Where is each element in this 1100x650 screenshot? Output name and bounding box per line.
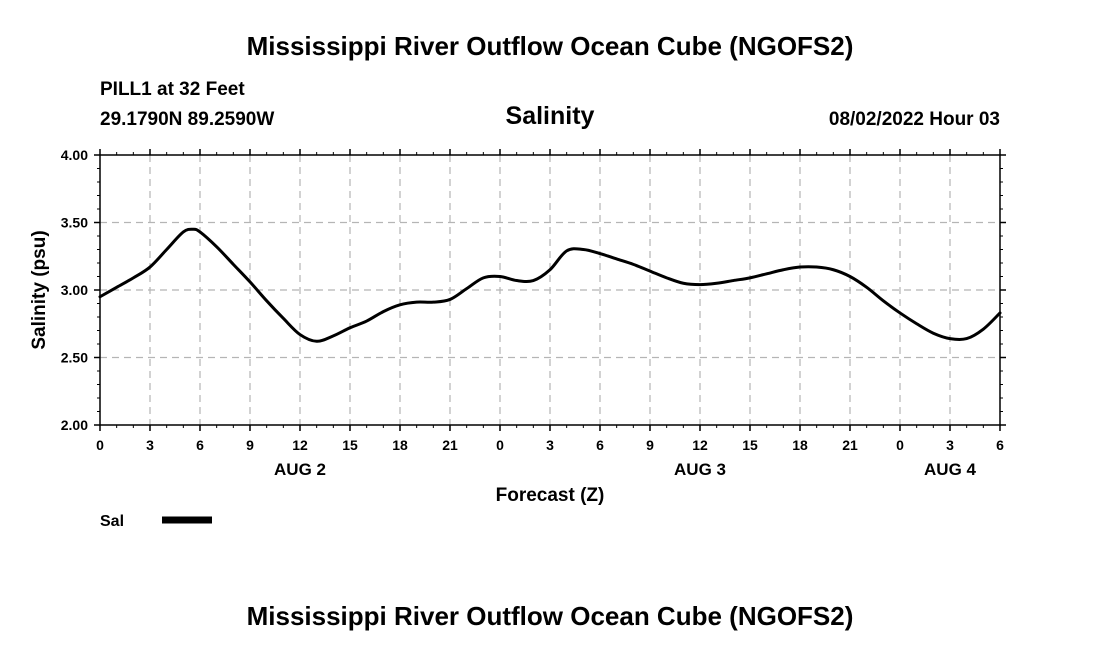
main-title: Mississippi River Outflow Ocean Cube (NG… (247, 31, 854, 61)
grid (100, 155, 1000, 425)
x-tick-label: 12 (692, 437, 708, 453)
coordinates-label: 29.1790N 89.2590W (100, 109, 274, 130)
plot-frame (99, 154, 1001, 426)
x-tick-label: 18 (392, 437, 408, 453)
x-tick-label: 15 (742, 437, 758, 453)
x-tick-label: 9 (646, 437, 654, 453)
x-tick-label: 0 (496, 437, 504, 453)
legend-label: Sal (100, 513, 124, 530)
y-tick-label: 3.00 (61, 282, 88, 298)
x-tick-label: 3 (146, 437, 154, 453)
series-layer (98, 227, 1002, 343)
x-tick-label: 6 (596, 437, 604, 453)
footer-title: Mississippi River Outflow Ocean Cube (NG… (247, 601, 854, 631)
x-tick-label: 12 (292, 437, 308, 453)
x-tick-label: 21 (442, 437, 458, 453)
x-tick-label: 3 (546, 437, 554, 453)
x-tick-label: 0 (896, 437, 904, 453)
station-label: PILL1 at 32 Feet (100, 79, 245, 100)
x-axis-ticks: 0 3 6 9 12 15 18 21 0 3 6 9 12 15 18 21 0 3 6 (96, 149, 1004, 453)
date-label: AUG 2 (274, 460, 326, 479)
datetime-label: 08/02/2022 Hour 03 (829, 109, 1000, 130)
x-tick-label: 18 (792, 437, 808, 453)
y-axis-label: Salinity (psu) (29, 230, 50, 349)
x-axis-label: Forecast (Z) (496, 485, 605, 506)
x-tick-label: 6 (196, 437, 204, 453)
y-tick-label: 4.00 (61, 147, 88, 163)
legend: Sal (100, 513, 212, 530)
x-tick-label: 3 (946, 437, 954, 453)
y-tick-label: 2.50 (61, 350, 88, 366)
date-label: AUG 3 (674, 460, 726, 479)
date-labels: AUG 2 AUG 3 AUG 4 (274, 460, 977, 479)
series-line-sal (98, 227, 1002, 343)
x-tick-label: 6 (996, 437, 1004, 453)
y-tick-label: 2.00 (61, 417, 88, 433)
x-tick-label: 21 (842, 437, 858, 453)
date-label: AUG 4 (924, 460, 977, 479)
x-tick-label: 9 (246, 437, 254, 453)
x-tick-label: 0 (96, 437, 104, 453)
y-tick-label: 3.50 (61, 215, 88, 231)
chart-title: Salinity (506, 102, 595, 130)
x-tick-label: 15 (342, 437, 358, 453)
y-axis-ticks: 2.00 2.50 3.00 3.50 4.00 (61, 147, 1006, 433)
